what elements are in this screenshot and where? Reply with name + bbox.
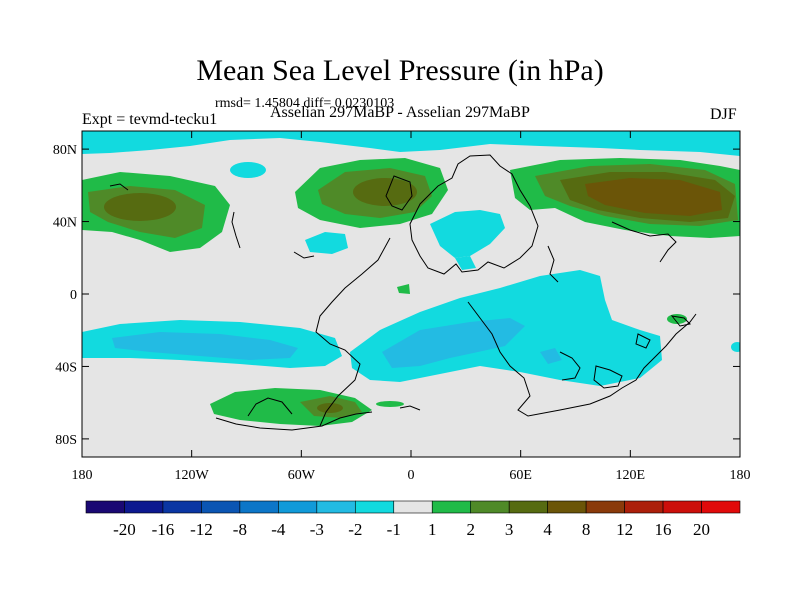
coastline: [231, 211, 241, 249]
contour-region-neg1: [305, 232, 348, 254]
lat-tick-label: 80N: [53, 143, 77, 158]
contour-region-neg1: [455, 256, 476, 270]
colorbar: -20 -16 -12 -8 -4 -3 -2 -1 1 2 3 4 8 12 16 20: [85, 500, 741, 539]
colorbar-swatch: [124, 500, 164, 514]
rmsd-diff-subtitle: rmsd= 1.45804 diff= 0.0230103: [215, 96, 395, 111]
contour-region-neg1: [230, 162, 266, 178]
colorbar-label: 12: [616, 520, 633, 539]
colorbar-label: 1: [428, 520, 437, 539]
contour-region-neg1: [82, 131, 740, 156]
colorbar-swatch: [547, 500, 587, 514]
lat-tick-label: 0: [70, 288, 77, 303]
colorbar-label: 4: [543, 520, 552, 539]
colorbar-swatch: [278, 500, 318, 514]
season-label: DJF: [710, 106, 737, 123]
comparison-label: Asselian 297MaBP - Asselian 297MaBP: [270, 104, 530, 121]
coastline: [547, 245, 559, 283]
coastline: [409, 154, 539, 275]
colorbar-label: 3: [505, 520, 514, 539]
coastline: [293, 251, 315, 259]
colorbar-swatch: [431, 500, 472, 514]
contour-region-pos1: [376, 401, 404, 407]
contour-region-pos3: [353, 178, 417, 206]
colorbar-label: -4: [271, 520, 286, 539]
colorbar-label: -2: [348, 520, 362, 539]
lon-tick-label: 0: [408, 468, 415, 483]
colorbar-swatch: [662, 500, 702, 514]
colorbar-swatch: [316, 500, 356, 514]
colorbar-swatch: [85, 500, 125, 514]
experiment-label: Expt = tevmd-tecku1: [82, 111, 218, 128]
lat-tick-label: 80S: [55, 433, 77, 448]
lon-tick-label: 120E: [616, 468, 646, 483]
coastline: [670, 315, 692, 327]
colorbar-swatch: [201, 500, 241, 514]
colorbar-label: 16: [655, 520, 672, 539]
colorbar-swatch: [470, 500, 510, 514]
contour-region-pos3: [104, 193, 176, 221]
contour-region-pos1: [397, 284, 410, 294]
coastline: [399, 405, 421, 411]
coastline: [611, 221, 677, 263]
lon-tick-label: 60W: [288, 468, 316, 483]
lon-tick-label: 60E: [509, 468, 532, 483]
coastline: [635, 333, 651, 349]
contour-region-neg2: [112, 332, 298, 360]
contour-region-pos3: [317, 403, 343, 413]
lon-tick-label: 180: [730, 468, 751, 483]
lon-tick-label: 120W: [175, 468, 210, 483]
lat-tick-label: 40S: [55, 360, 77, 375]
contour-region-pos4: [585, 178, 722, 216]
colorbar-swatch: [162, 500, 202, 514]
colorbar-label: 2: [466, 520, 475, 539]
colorbar-swatch: [393, 500, 433, 514]
contour-region-neg1: [731, 342, 740, 352]
colorbar-label: 20: [693, 520, 710, 539]
colorbar-swatch: [624, 500, 664, 514]
colorbar-label: -3: [310, 520, 324, 539]
plot-title: Mean Sea Level Pressure (in hPa): [196, 54, 604, 87]
lat-tick-label: 40N: [53, 216, 77, 231]
colorbar-label: 8: [582, 520, 591, 539]
axes: 80N 40N 0 40S 80S 180 120W 60W 0 60E 120E 180: [53, 131, 751, 483]
map-field: [82, 131, 740, 457]
colorbar-swatch: [239, 500, 279, 514]
contour-region-neg1: [430, 210, 505, 258]
lon-tick-label: 180: [72, 468, 93, 483]
contour-region-pos1: [518, 182, 530, 200]
colorbar-label: -16: [152, 520, 175, 539]
coastline: [385, 175, 413, 211]
colorbar-swatch: [354, 500, 395, 514]
contour-region-neg2: [540, 348, 562, 364]
colorbar-label: -12: [190, 520, 213, 539]
coastline: [247, 397, 293, 417]
colorbar-swatch: [701, 500, 741, 514]
colorbar-label: -1: [387, 520, 401, 539]
coastline: [467, 301, 697, 417]
coastline: [593, 365, 623, 389]
coastline: [315, 237, 391, 427]
colorbar-label: -8: [233, 520, 247, 539]
coastline: [109, 183, 129, 191]
colorbar-label: -20: [113, 520, 136, 539]
coastline: [559, 351, 581, 381]
coastline: [215, 411, 373, 431]
colorbar-swatch: [508, 500, 548, 514]
colorbar-swatch: [585, 500, 625, 514]
coastlines: [109, 154, 697, 431]
